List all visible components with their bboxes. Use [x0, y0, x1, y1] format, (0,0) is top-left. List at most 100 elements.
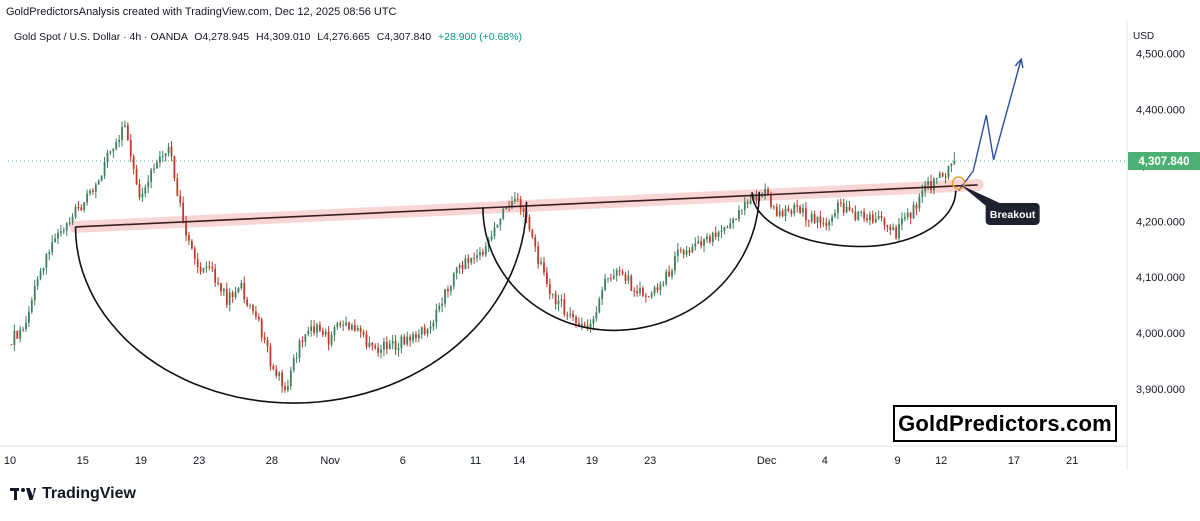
candle-body [746, 202, 749, 204]
candle [953, 152, 956, 166]
candle [455, 266, 458, 280]
candle [129, 133, 132, 162]
candle [566, 311, 569, 321]
candle-body [153, 168, 155, 170]
candle [170, 141, 173, 162]
candle [356, 325, 359, 332]
candle-body [368, 342, 371, 347]
candle [889, 224, 892, 236]
candle [531, 228, 534, 239]
candle [554, 290, 557, 310]
candle [164, 153, 167, 162]
candle [429, 320, 432, 334]
candle [543, 257, 545, 276]
candle [173, 155, 176, 182]
candle-body [135, 168, 138, 184]
candle [144, 184, 147, 198]
candle-body [787, 208, 790, 211]
candle-body [254, 311, 257, 317]
last-price-tag [1128, 152, 1200, 171]
candle [353, 319, 356, 333]
candle-body [551, 293, 554, 295]
candle-body [170, 146, 173, 157]
candle-body [278, 372, 281, 376]
candle-body [397, 347, 400, 350]
candle-body [735, 219, 737, 221]
candle-body [767, 189, 769, 195]
symbol-name[interactable]: Gold Spot / U.S. Dollar · 4h · OANDA [14, 31, 188, 43]
candle-body [697, 241, 700, 244]
candle-body [321, 330, 324, 335]
candle-body [615, 270, 618, 276]
candle-body [621, 271, 624, 275]
candle-body [330, 335, 333, 345]
candle-body [874, 218, 877, 223]
breakout-callout [985, 202, 1040, 225]
candle [452, 271, 455, 290]
x-tick-label: 9 [894, 455, 900, 467]
candle [190, 239, 193, 251]
candle-body [388, 343, 391, 350]
candle [470, 257, 473, 265]
candle-body [249, 305, 251, 307]
candle [691, 243, 694, 253]
candle [775, 203, 778, 217]
candle [912, 201, 915, 219]
candle [33, 279, 36, 306]
candle [298, 338, 301, 363]
candle-body [732, 219, 735, 224]
candle-body [749, 200, 752, 204]
candle-body [351, 325, 353, 330]
candle [871, 210, 874, 225]
candle-body [304, 334, 307, 342]
candle-body [173, 156, 176, 179]
candle-body [729, 223, 732, 229]
x-tick-label: 19 [135, 455, 147, 467]
candle-body [860, 211, 863, 213]
candle [214, 263, 217, 287]
candle [740, 209, 743, 215]
candle [720, 225, 723, 239]
candle [266, 336, 269, 353]
candle-body [479, 252, 481, 256]
candle-body [778, 210, 781, 216]
candle-body [796, 205, 799, 207]
candle [199, 262, 202, 275]
breakout-marker [951, 176, 966, 190]
candle [732, 217, 735, 230]
candle-body [409, 336, 412, 341]
candle-body [458, 264, 461, 268]
tradingview-brand[interactable]: TradingView [42, 485, 136, 502]
candle-body [185, 222, 187, 236]
candle [339, 320, 342, 328]
candle-body [703, 239, 705, 246]
candle-body [601, 290, 604, 300]
candle-body [871, 214, 874, 223]
candle-body [429, 326, 432, 330]
candle-body [886, 225, 889, 228]
candle-body [781, 210, 784, 217]
candle-body [205, 266, 208, 268]
candle [586, 319, 589, 331]
candle [901, 212, 903, 231]
candle [522, 207, 525, 218]
candle-body [834, 212, 836, 217]
candle [778, 204, 781, 218]
candle [62, 227, 65, 234]
candle [57, 228, 59, 244]
candle [447, 285, 449, 298]
candle [738, 205, 740, 223]
candle [441, 297, 444, 313]
candle [287, 379, 289, 393]
candle [100, 175, 103, 182]
candle [784, 204, 787, 222]
candle-body [607, 278, 609, 280]
price-axis-currency[interactable]: USD [1133, 31, 1155, 42]
x-tick-label: 12 [935, 455, 947, 467]
candle-body [775, 206, 778, 216]
candle [36, 275, 39, 290]
candle [493, 221, 496, 239]
candle-body [412, 334, 414, 341]
candle-body [77, 206, 80, 208]
